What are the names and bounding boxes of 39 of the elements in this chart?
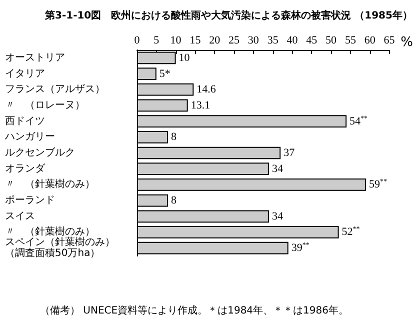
y-tick-label: 〃 （ロレーヌ） — [5, 100, 85, 111]
y-tick-label: スイス — [5, 210, 35, 222]
data-label: 37 — [284, 147, 296, 159]
y-tick-label: ポーランド — [5, 195, 55, 206]
data-label: 8 — [171, 131, 178, 144]
x-tick-label: 15 — [190, 34, 202, 46]
x-tick-label: 60 — [364, 34, 376, 46]
y-tick-label: 西ドイツ — [5, 116, 45, 127]
text: （備考） UNECE資料等により作成。＊は1984年、＊＊は1986年。 — [40, 304, 348, 316]
y-tick-label: フランス（アルザス） — [5, 84, 105, 96]
x-tick-label: 65 — [384, 34, 396, 46]
data-label: 14.6 — [196, 84, 216, 96]
x-tick-label: 25 — [228, 34, 240, 46]
x-axis-title: % — [400, 35, 414, 50]
x-tick-label: 35 — [267, 34, 279, 46]
x-tick-label: 40 — [286, 34, 298, 46]
x-tick-label: 50 — [326, 34, 338, 46]
y-tick-label: 〃 （針葉樹のみ） — [5, 226, 95, 238]
data-label: 34 — [272, 162, 284, 175]
data-label: 8 — [171, 194, 178, 207]
x-tick-label: 30 — [248, 34, 260, 46]
chart-title: 第3-1-10図 欧州における酸性雨や大気汚染による森林の被害状況 （1985年） — [44, 10, 412, 22]
y-tick-label: スペイン（針葉樹のみ）（調査面積50万ha） — [5, 236, 115, 260]
x-tick-label: 55 — [344, 34, 356, 46]
y-tick-label: 〃 （針葉樹のみ） — [5, 178, 95, 190]
x-tick-label: 5 — [154, 34, 160, 46]
x-tick-label: 45 — [306, 34, 318, 46]
data-label: 5* — [159, 68, 170, 80]
x-tick-label: 0 — [134, 34, 140, 46]
x-tick-label: 10 — [170, 34, 182, 46]
x-tick-label: 20 — [209, 34, 221, 46]
y-tick-label: ハンガリー — [4, 132, 55, 143]
data-label: 34 — [272, 210, 284, 222]
data-label: 13.1 — [190, 99, 210, 112]
y-tick-label: オーストリア — [5, 52, 65, 64]
y-tick-label: ルクセンブルク — [5, 146, 75, 158]
y-tick-label: イタリア — [5, 68, 45, 80]
data-label: 10 — [178, 52, 190, 64]
y-tick-label: オランダ — [5, 162, 46, 174]
